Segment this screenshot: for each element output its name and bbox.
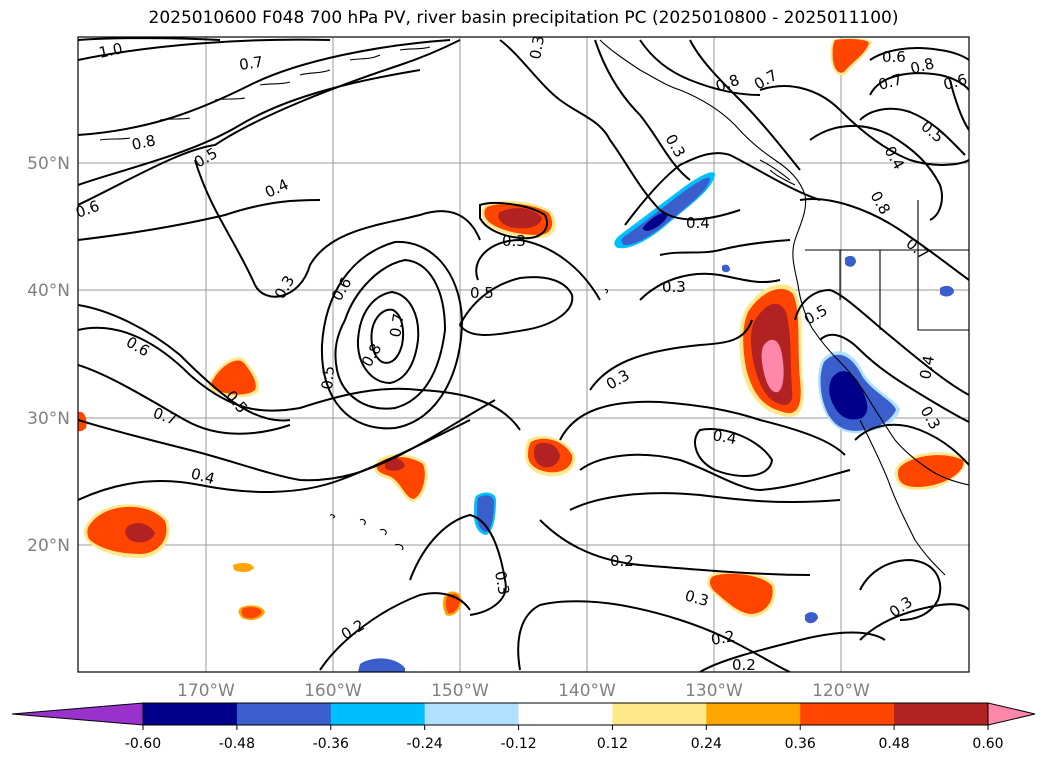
colorbar-ticks: -0.60 -0.48 -0.36 -0.24 -0.12 0.12 0.24 0.36 0.4… (125, 725, 1004, 752)
lat-label-20: 20°N (27, 536, 70, 556)
colorbar-segment (800, 703, 895, 725)
lon-label-130w: 130°W (685, 681, 743, 701)
contour-label: 0.3 (683, 586, 711, 610)
contour-label: 0.4 (189, 464, 217, 488)
colorbar-segment (424, 703, 520, 725)
contour-label: 0.3 (526, 34, 548, 61)
colorbar-segments (142, 702, 989, 726)
colorbar-segment (518, 703, 613, 725)
contour-label: 0.2 (710, 627, 737, 649)
colorbar-segment (706, 703, 801, 725)
colorbar-tick-label: -0.12 (500, 736, 536, 752)
lat-label-40: 40°N (27, 281, 70, 301)
colorbar-tick-label: 0.60 (972, 736, 1003, 752)
contour-label: 0.4 (711, 426, 738, 448)
contour-label: 0.2 (732, 656, 756, 674)
lat-labels: 50°N 40°N 30°N 20°N (27, 154, 70, 556)
contour-label: 0.3 (662, 278, 686, 296)
contour-label: 0.2 (610, 552, 634, 570)
contour-label: 0.7 (386, 312, 408, 339)
map-area (78, 37, 969, 672)
colorbar-segment (612, 703, 707, 725)
colorbar-tick-label: 0.36 (785, 736, 816, 752)
colorbar-tick-label: -0.24 (407, 736, 443, 752)
colorbar-tick-label: 0.24 (691, 736, 722, 752)
colorbar-tick-label: -0.36 (313, 736, 349, 752)
map-content (78, 37, 969, 672)
colorbar-segment (894, 703, 989, 725)
coastlines (99, 39, 969, 576)
pv-contours (78, 37, 969, 672)
colorbar-extend-high (987, 702, 1036, 726)
lat-label-50: 50°N (27, 154, 70, 174)
lon-label-160w: 160°W (304, 681, 362, 701)
colorbar-tick-label: -0.60 (125, 736, 161, 752)
contour-label: 0.8 (908, 54, 936, 78)
colorbar-segment (236, 703, 332, 725)
contour-label: 0.8 (130, 131, 157, 154)
lon-label-170w: 170°W (177, 681, 235, 701)
contour-label: 0.7 (876, 70, 904, 94)
colorbar-segment (330, 703, 426, 725)
contour-label: 0.4 (916, 354, 938, 381)
lat-label-30: 30°N (27, 409, 70, 429)
graticule (78, 37, 969, 672)
colorbar-tick-label: 0.12 (597, 736, 628, 752)
contour-label: 0.6 (882, 48, 906, 66)
contour-label: 0.3 (502, 232, 526, 250)
lon-label-140w: 140°W (558, 681, 616, 701)
lon-label-120w: 120°W (812, 681, 870, 701)
colorbar-tick-label: -0.48 (219, 736, 255, 752)
lon-labels: 170°W 160°W 150°W 140°W 130°W 120°W (177, 681, 870, 701)
contour-label: 0.4 (686, 214, 710, 232)
colorbar-extend-low (11, 702, 144, 726)
contour-label: 1.0 (97, 39, 124, 62)
contour-label: 0.7 (238, 53, 264, 74)
colorbar: -0.60 -0.48 -0.36 -0.24 -0.12 0.12 0.24 0.36 0.4… (11, 702, 1036, 752)
precip-anomalies (78, 38, 966, 672)
colorbar-segment (143, 703, 238, 725)
contour-label: 0.5 (318, 365, 338, 390)
map-frame (77, 36, 970, 673)
lon-label-150w: 150°W (431, 681, 489, 701)
map-title: 2025010600 F048 700 hPa PV, river basin … (148, 8, 899, 28)
colorbar-tick-label: 0.48 (879, 736, 910, 752)
contour-label: 0.3 (491, 570, 513, 597)
contour-label: 0.5 (470, 284, 494, 302)
contour-label: 0.6 (941, 70, 969, 94)
